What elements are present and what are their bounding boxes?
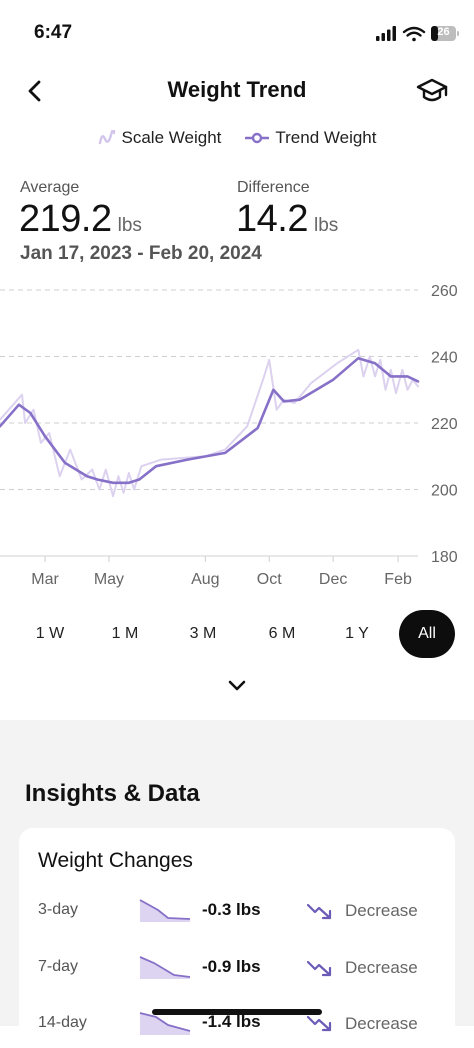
weight-changes-title: Weight Changes [38,849,193,872]
page-title: Weight Trend [167,77,307,102]
chevron-left-icon [28,80,41,102]
change-direction: Decrease [345,958,418,977]
range-all-button[interactable]: All [399,610,455,658]
difference-label: Difference [237,179,310,196]
time-range-selector: 1 W 1 M 3 M 6 M 1 Y All [14,610,466,658]
change-period-label: 14-day [38,1014,87,1031]
home-indicator[interactable] [152,1009,322,1015]
range-6m-button[interactable]: 6 M [268,625,296,642]
decrease-arrow-icon [306,903,332,920]
y-tick-label: 240 [431,350,458,367]
decrease-arrow-icon [306,1015,332,1032]
trend-weight-line-icon [245,132,270,144]
difference-stat: 14.2 lbs [236,198,338,241]
date-range: Jan 17, 2023 - Feb 20, 2024 [20,243,262,264]
difference-unit: lbs [313,215,339,236]
range-1w-button[interactable]: 1 W [35,625,65,642]
x-tick-label: Dec [319,571,347,588]
x-tick-label: May [94,571,124,588]
status-time: 6:47 [34,22,73,43]
change-sparkline [139,956,191,979]
change-value: -1.4 lbs [202,1012,261,1031]
range-1m-button[interactable]: 1 M [111,625,139,642]
change-period-label: 7-day [38,958,79,975]
range-3m-button[interactable]: 3 M [189,625,217,642]
change-sparkline [139,899,191,922]
y-tick-label: 220 [431,416,458,433]
y-axis-ticks: 260 240 220 200 180 [431,283,458,566]
x-axis-ticks: Mar May Aug Oct Dec Feb [31,556,412,588]
legend-scale-weight: Scale Weight [98,128,222,148]
x-tick-label: Aug [191,571,219,588]
chevron-down-icon [228,680,246,691]
trend-weight-series [0,356,420,485]
range-1y-button[interactable]: 1 Y [345,625,369,642]
chart-grid [0,289,418,557]
change-direction: Decrease [345,1014,418,1033]
battery-icon [431,26,459,41]
average-stat: 219.2 lbs [19,198,142,241]
y-tick-label: 260 [431,283,458,300]
expand-button[interactable] [226,678,248,694]
series-line [0,356,420,485]
legend-scale-label: Scale Weight [121,128,222,147]
legend-trend-weight: Trend Weight [245,128,376,148]
change-direction: Decrease [345,901,418,920]
average-unit: lbs [117,215,142,236]
x-tick-label: Feb [384,571,412,588]
x-tick-label: Mar [31,571,59,588]
y-tick-label: 200 [431,483,458,500]
learn-button[interactable] [414,76,450,106]
insights-title: Insights & Data [25,780,200,807]
decrease-arrow-icon [306,960,332,977]
average-value: 219.2 [19,198,112,240]
average-label: Average [20,179,80,196]
wifi-icon [402,26,426,42]
difference-value: 14.2 [236,198,308,240]
legend-trend-label: Trend Weight [275,128,377,147]
x-tick-label: Oct [257,571,282,588]
chart-legend: Scale Weight Trend Weight [0,128,474,148]
change-value: -0.9 lbs [202,957,261,976]
battery-percentage: 26 [437,26,450,38]
weight-trend-chart[interactable]: 260 240 220 200 180 Mar May Aug Oct Dec Feb [0,280,474,590]
change-value: -0.3 lbs [202,900,261,919]
change-period-label: 3-day [38,901,79,918]
cellular-signal-icon [376,26,396,41]
graduation-cap-icon [416,78,448,102]
back-button[interactable] [22,76,50,106]
scale-weight-line-icon [98,130,115,145]
y-tick-label: 180 [431,549,458,566]
status-icons [376,24,460,44]
